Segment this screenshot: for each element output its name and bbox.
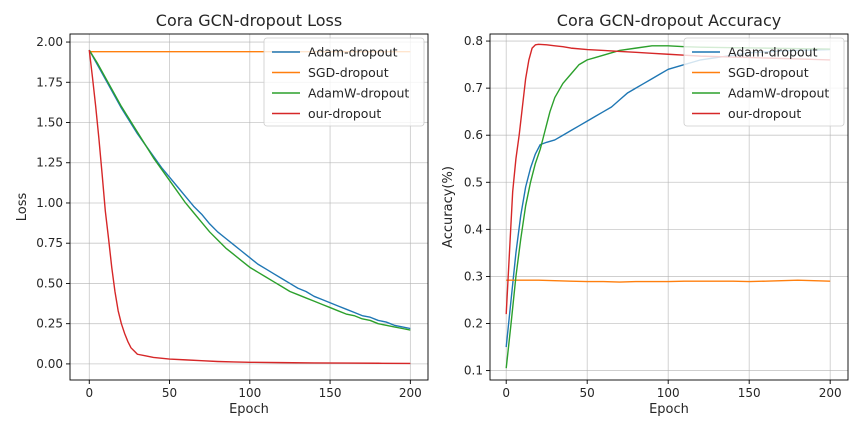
y-tick-label: 0.6 <box>464 128 483 142</box>
series-line-SGD-dropout <box>506 279 831 283</box>
chart-panel-1: 0 50 100 150 200 0.00 0.25 0.50 0.75 1.00 1.25 1.50… <box>15 11 429 417</box>
x-axis-label: Epoch <box>229 402 269 417</box>
y-tick-label: 0.00 <box>36 357 63 371</box>
x-tick-label: 50 <box>580 386 595 400</box>
x-tick-label: 0 <box>85 386 93 400</box>
y-tick-label: 0.1 <box>464 364 483 378</box>
x-axis-label: Epoch <box>649 402 689 417</box>
y-axis-label: Loss <box>15 193 30 222</box>
legend-label-our-dropout: our-dropout <box>728 106 801 121</box>
legend-label-SGD-dropout: SGD-dropout <box>728 65 809 80</box>
axes-frame <box>489 33 849 381</box>
x-tick-label: 0 <box>502 386 510 400</box>
y-tick-label: 2.00 <box>36 35 63 49</box>
y-tick-label: 0.50 <box>36 276 63 290</box>
legend-label-AdamW-dropout: AdamW-dropout <box>308 86 409 101</box>
series-line-AdamW-dropout <box>88 49 411 331</box>
y-axis-label: Accuracy(%) <box>441 166 456 248</box>
legend-label-our-dropout: our-dropout <box>308 106 381 121</box>
y-tick-label: 0.5 <box>464 175 483 189</box>
x-tick-label: 200 <box>819 386 842 400</box>
y-tick-label: 0.8 <box>464 34 483 48</box>
y-tick-label: 0.4 <box>464 222 483 236</box>
legend-label-Adam-dropout: Adam-dropout <box>308 45 398 60</box>
y-tick-label: 1.75 <box>36 75 63 89</box>
axes-frame <box>69 33 429 381</box>
legend-label-SGD-dropout: SGD-dropout <box>308 65 389 80</box>
series-line-our-dropout <box>88 50 411 365</box>
legend-box <box>683 37 845 127</box>
chart-title: Cora GCN-dropout Accuracy <box>557 11 781 30</box>
x-tick-label: 50 <box>162 386 177 400</box>
x-tick-label: 100 <box>238 386 261 400</box>
legend-label-Adam-dropout: Adam-dropout <box>728 45 818 60</box>
chart-panel-2: 0 50 100 150 200 0.1 0.2 0.3 0.4 0.5 0.6 0.7 0.8 Cora… <box>441 11 849 417</box>
y-tick-label: 0.3 <box>464 269 483 283</box>
x-tick-label: 150 <box>738 386 761 400</box>
chart-title: Cora GCN-dropout Loss <box>156 11 342 30</box>
x-tick-label: 200 <box>399 386 422 400</box>
legend: Adam-dropout SGD-dropout AdamW-dropout our-… <box>263 37 425 127</box>
y-tick-label: 1.50 <box>36 116 63 130</box>
y-tick-label: 0.2 <box>464 317 483 331</box>
y-tick-label: 0.25 <box>36 317 63 331</box>
legend-label-AdamW-dropout: AdamW-dropout <box>728 86 829 101</box>
legend: Adam-dropout SGD-dropout AdamW-dropout our-… <box>683 37 845 127</box>
y-tick-label: 0.75 <box>36 236 63 250</box>
y-tick-label: 1.00 <box>36 196 63 210</box>
x-tick-label: 100 <box>657 386 680 400</box>
y-tick-label: 0.7 <box>464 81 483 95</box>
x-tick-label: 150 <box>319 386 342 400</box>
legend-box <box>263 37 425 127</box>
y-tick-label: 1.25 <box>36 156 63 170</box>
